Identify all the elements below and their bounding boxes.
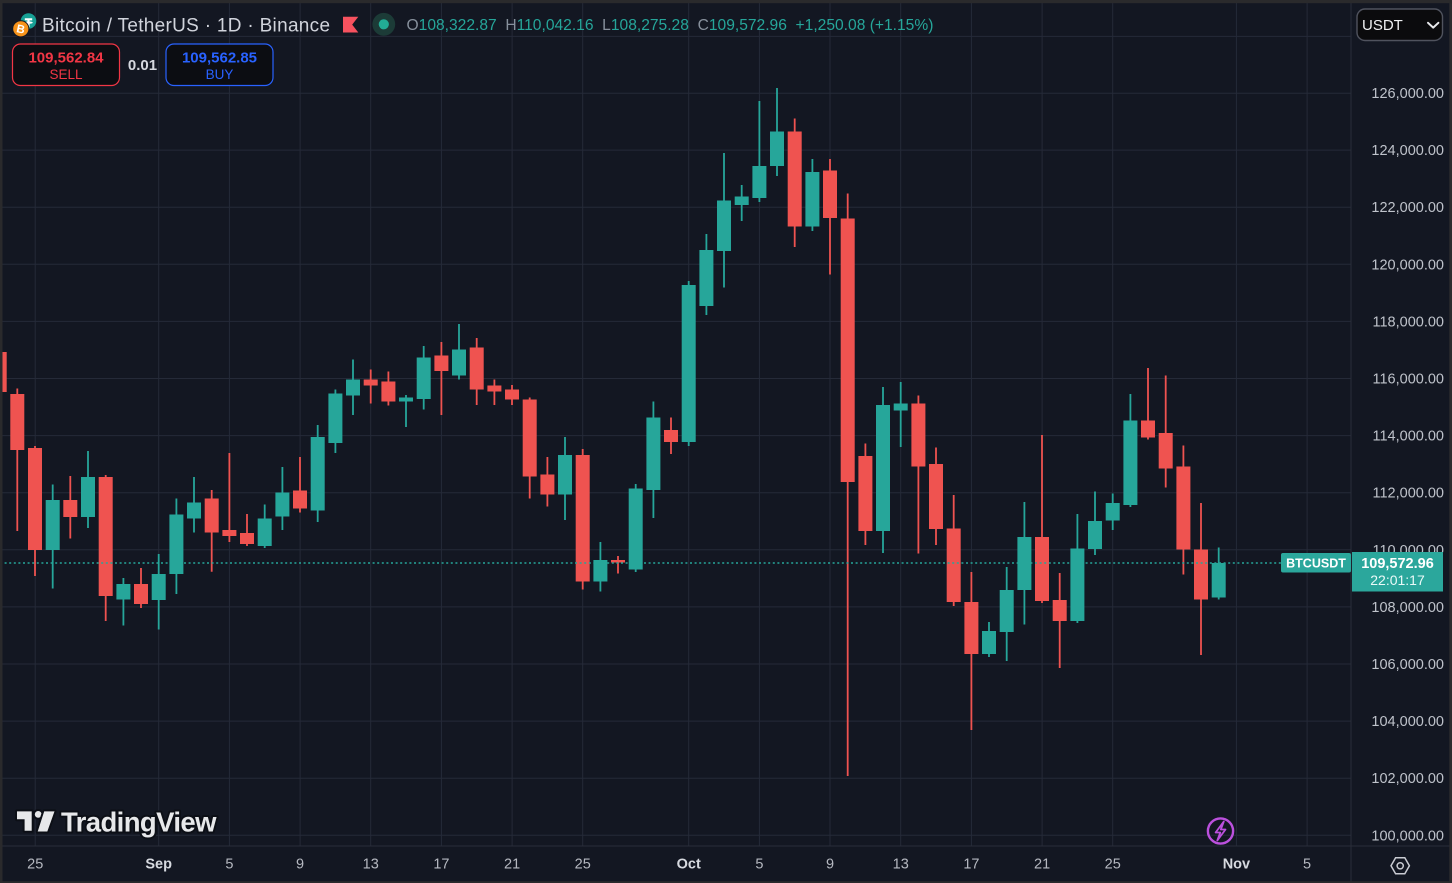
svg-text:B: B [15, 23, 26, 36]
svg-text:122,000.00: 122,000.00 [1371, 200, 1444, 216]
svg-text:SELL: SELL [49, 67, 83, 82]
svg-text:25: 25 [27, 857, 43, 873]
svg-text:5: 5 [225, 857, 233, 873]
svg-text:109,562.84: 109,562.84 [28, 50, 104, 67]
svg-text:100,000.00: 100,000.00 [1371, 828, 1444, 844]
svg-text:Oct: Oct [677, 857, 701, 873]
svg-text:25: 25 [1105, 857, 1121, 873]
svg-text:9: 9 [826, 857, 834, 873]
svg-text:104,000.00: 104,000.00 [1371, 714, 1444, 730]
svg-text:O108,322.87 H110,042.16 L108: O108,322.87 H110,042.16 L108,275.28 C109… [407, 17, 934, 34]
svg-text:5: 5 [755, 857, 763, 873]
svg-text:BUY: BUY [206, 67, 234, 82]
svg-text:17: 17 [433, 857, 449, 873]
svg-text:21: 21 [1034, 857, 1050, 873]
svg-text:5: 5 [1303, 857, 1311, 873]
svg-text:109,572.96: 109,572.96 [1361, 556, 1434, 572]
svg-text:13: 13 [363, 857, 379, 873]
svg-text:108,000.00: 108,000.00 [1371, 600, 1444, 616]
svg-text:22:01:17: 22:01:17 [1370, 572, 1425, 588]
svg-text:109,562.85: 109,562.85 [182, 50, 257, 67]
svg-text:Nov: Nov [1223, 857, 1250, 873]
svg-text:Bitcoin / TetherUS · 1D · Bina: Bitcoin / TetherUS · 1D · Binance [42, 16, 330, 37]
svg-text:112,000.00: 112,000.00 [1373, 486, 1445, 502]
svg-text:USDT: USDT [1362, 17, 1403, 34]
svg-text:9: 9 [296, 857, 304, 873]
svg-text:116,000.00: 116,000.00 [1373, 372, 1445, 388]
svg-text:120,000.00: 120,000.00 [1371, 257, 1444, 273]
svg-text:124,000.00: 124,000.00 [1371, 143, 1444, 159]
svg-text:13: 13 [893, 857, 909, 873]
svg-text:25: 25 [575, 857, 591, 873]
svg-text:Sep: Sep [145, 857, 172, 873]
svg-text:106,000.00: 106,000.00 [1371, 657, 1444, 673]
svg-text:102,000.00: 102,000.00 [1371, 771, 1444, 787]
svg-text:118,000.00: 118,000.00 [1373, 314, 1445, 330]
svg-text:TradingView: TradingView [61, 806, 217, 837]
svg-text:126,000.00: 126,000.00 [1371, 86, 1444, 102]
svg-text:BTCUSDT: BTCUSDT [1286, 557, 1346, 571]
svg-text:0.01: 0.01 [128, 57, 157, 74]
svg-text:17: 17 [963, 857, 979, 873]
svg-text:21: 21 [504, 857, 520, 873]
svg-text:114,000.00: 114,000.00 [1373, 429, 1445, 445]
